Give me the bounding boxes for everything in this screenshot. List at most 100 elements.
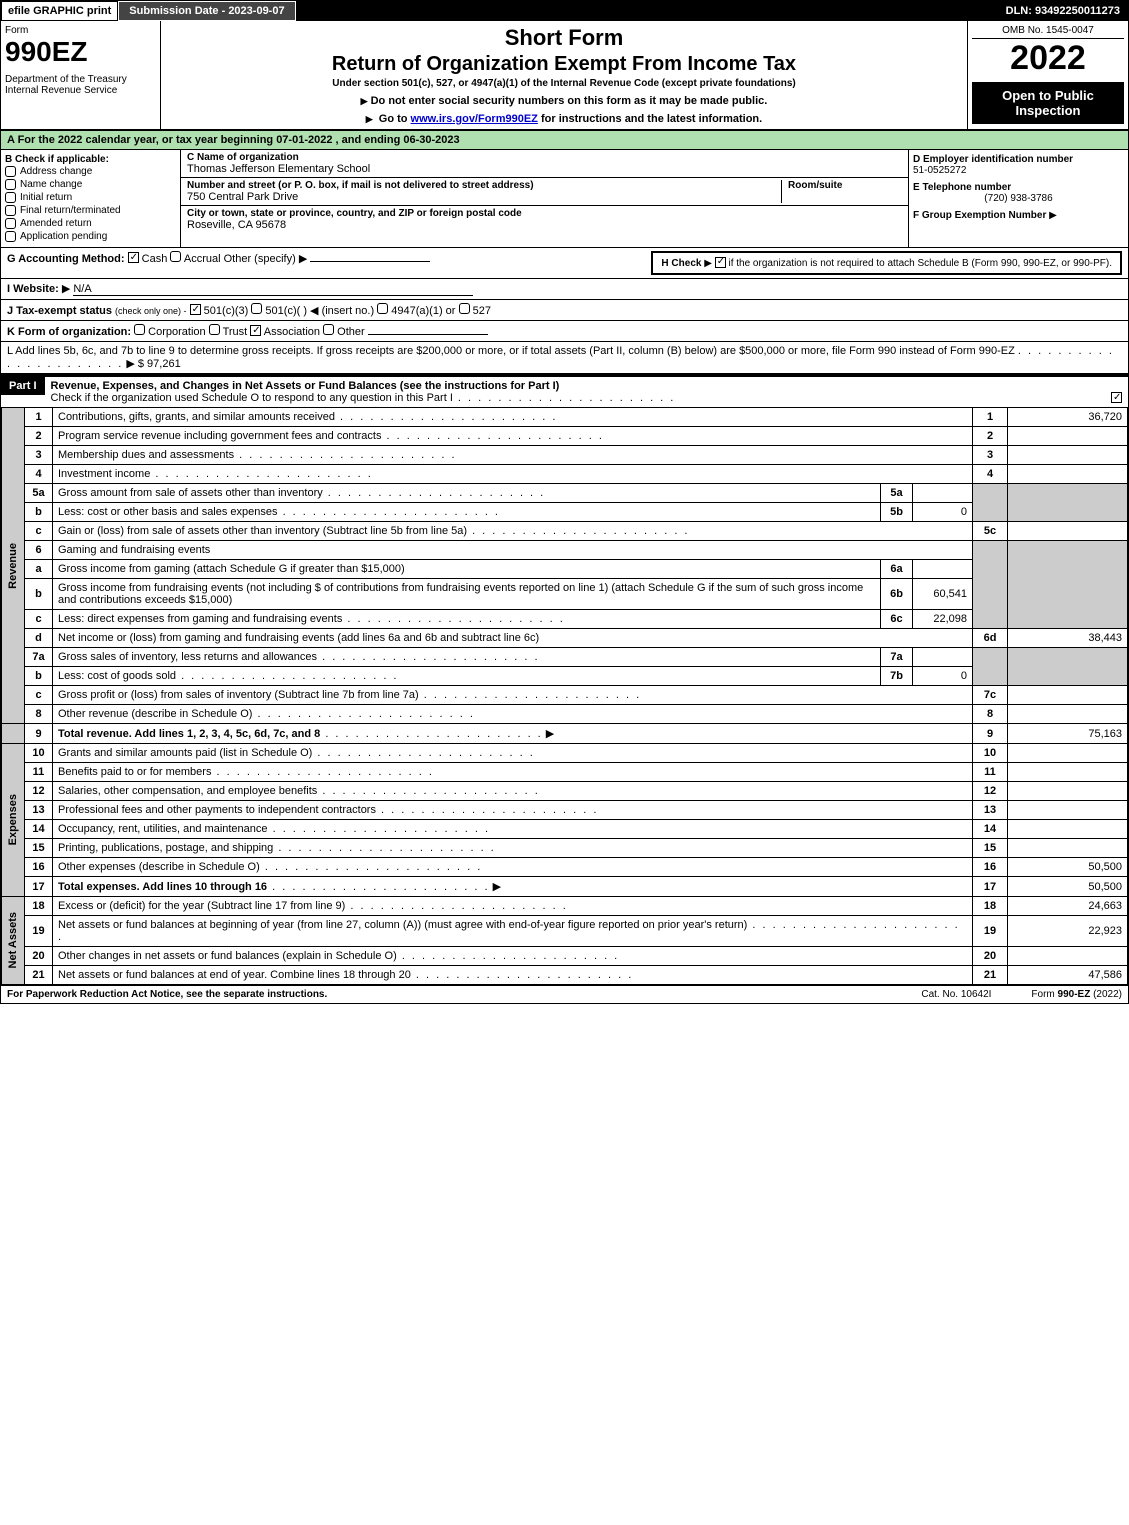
line-5c-amt — [1008, 522, 1128, 541]
row-l-amount: $ 97,261 — [138, 358, 181, 370]
netassets-label: Net Assets — [7, 912, 19, 968]
lbl-name-change: Name change — [20, 179, 82, 190]
line-4-ref: 4 — [973, 465, 1008, 484]
footer-right: Form 990-EZ (2022) — [1031, 989, 1122, 1000]
line-16-num: 16 — [25, 858, 53, 877]
line-6d-num: d — [25, 629, 53, 648]
lbl-amended-return: Amended return — [20, 218, 92, 229]
lbl-accrual: Accrual — [184, 253, 221, 265]
line-21-num: 21 — [25, 966, 53, 985]
chk-501c[interactable] — [251, 303, 262, 314]
form-header: Form 990EZ Department of the Treasury In… — [1, 21, 1128, 131]
open-inspection: Open to Public Inspection — [972, 82, 1124, 124]
line-6b-text: Gross income from fundraising events (no… — [53, 579, 881, 610]
chk-501c3[interactable] — [190, 304, 201, 315]
lbl-insert-no: (insert no.) — [322, 305, 375, 317]
chk-other-org[interactable] — [323, 324, 334, 335]
line-9-num: 9 — [25, 724, 53, 744]
chk-trust[interactable] — [209, 324, 220, 335]
tel-label: E Telephone number — [913, 182, 1124, 193]
line-15-amt — [1008, 839, 1128, 858]
other-specify-input[interactable] — [310, 261, 430, 262]
line-18-ref: 18 — [973, 897, 1008, 916]
line-14-amt — [1008, 820, 1128, 839]
part-i-check: Check if the organization used Schedule … — [51, 392, 453, 404]
line-7a-sub: 7a — [881, 648, 913, 667]
lbl-association: Association — [264, 326, 320, 338]
line-6c-sub: 6c — [881, 610, 913, 629]
line-21-ref: 21 — [973, 966, 1008, 985]
chk-corporation[interactable] — [134, 324, 145, 335]
line-13-num: 13 — [25, 801, 53, 820]
line-7c-num: c — [25, 686, 53, 705]
line-8-text: Other revenue (describe in Schedule O) — [58, 708, 252, 720]
other-org-input[interactable] — [368, 334, 488, 335]
chk-application-pending[interactable] — [5, 231, 16, 242]
expenses-label: Expenses — [7, 794, 19, 845]
irs-link[interactable]: www.irs.gov/Form990EZ — [411, 113, 538, 125]
line-15-text: Printing, publications, postage, and shi… — [58, 842, 273, 854]
chk-name-change[interactable] — [5, 179, 16, 190]
lbl-final-return: Final return/terminated — [20, 205, 121, 216]
chk-cash[interactable] — [128, 252, 139, 263]
line-5a-mid — [913, 484, 973, 503]
line-6c-num: c — [25, 610, 53, 629]
omb-number: OMB No. 1545-0047 — [972, 25, 1124, 39]
chk-schedule-b[interactable] — [715, 257, 726, 268]
line-20-amt — [1008, 947, 1128, 966]
line-4-text: Investment income — [58, 468, 150, 480]
line-19-amt: 22,923 — [1008, 916, 1128, 947]
chk-schedule-o[interactable] — [1111, 392, 1122, 403]
section-b-label: B Check if applicable: — [5, 154, 176, 165]
line-20-ref: 20 — [973, 947, 1008, 966]
line-5a-text: Gross amount from sale of assets other t… — [58, 487, 323, 499]
line-7b-text: Less: cost of goods sold — [58, 670, 176, 682]
line-7b-num: b — [25, 667, 53, 686]
chk-final-return[interactable] — [5, 205, 16, 216]
chk-address-change[interactable] — [5, 166, 16, 177]
line-17-amt: 50,500 — [1008, 877, 1128, 897]
line-1-text: Contributions, gifts, grants, and simila… — [58, 411, 335, 423]
row-k: K Form of organization: Corporation Trus… — [1, 320, 1128, 341]
line-19-ref: 19 — [973, 916, 1008, 947]
line-14-ref: 14 — [973, 820, 1008, 839]
line-5b-mid: 0 — [913, 503, 973, 522]
short-form-label: Short Form — [165, 25, 963, 51]
line-7a-num: 7a — [25, 648, 53, 667]
chk-4947[interactable] — [377, 303, 388, 314]
instr-link-row: Go to www.irs.gov/Form990EZ for instruct… — [165, 113, 963, 125]
line-20-num: 20 — [25, 947, 53, 966]
tax-exempt-label: J Tax-exempt status — [7, 305, 112, 317]
line-9-amt: 75,163 — [1008, 724, 1128, 744]
chk-527[interactable] — [459, 303, 470, 314]
line-4-num: 4 — [25, 465, 53, 484]
line-5b-text: Less: cost or other basis and sales expe… — [58, 506, 278, 518]
line-6b-mid: 60,541 — [913, 579, 973, 610]
line-14-text: Occupancy, rent, utilities, and maintena… — [58, 823, 268, 835]
efile-print-button[interactable]: efile GRAPHIC print — [1, 1, 118, 21]
chk-accrual[interactable] — [170, 251, 181, 262]
line-6d-text: Net income or (loss) from gaming and fun… — [53, 629, 973, 648]
department: Department of the Treasury Internal Reve… — [5, 74, 156, 96]
line-5c-ref: 5c — [973, 522, 1008, 541]
footer: For Paperwork Reduction Act Notice, see … — [1, 985, 1128, 1003]
line-18-text: Excess or (deficit) for the year (Subtra… — [58, 900, 345, 912]
row-h-text: if the organization is not required to a… — [728, 258, 1112, 269]
line-16-ref: 16 — [973, 858, 1008, 877]
tax-exempt-note: (check only one) - — [115, 306, 187, 316]
form-title: Return of Organization Exempt From Incom… — [165, 53, 963, 76]
tax-year: 2022 — [972, 39, 1124, 78]
chk-association[interactable] — [250, 325, 261, 336]
addr: 750 Central Park Drive — [187, 191, 781, 203]
section-c: C Name of organization Thomas Jefferson … — [181, 150, 908, 247]
topbar: efile GRAPHIC print Submission Date - 20… — [1, 1, 1128, 21]
part-i-desc-bold: Revenue, Expenses, and Changes in Net As… — [51, 380, 560, 392]
footer-form-pre: Form — [1031, 989, 1057, 1000]
line-7b-mid: 0 — [913, 667, 973, 686]
chk-amended-return[interactable] — [5, 218, 16, 229]
line-15-ref: 15 — [973, 839, 1008, 858]
line-3-amt — [1008, 446, 1128, 465]
line-7c-ref: 7c — [973, 686, 1008, 705]
chk-initial-return[interactable] — [5, 192, 16, 203]
line-12-amt — [1008, 782, 1128, 801]
